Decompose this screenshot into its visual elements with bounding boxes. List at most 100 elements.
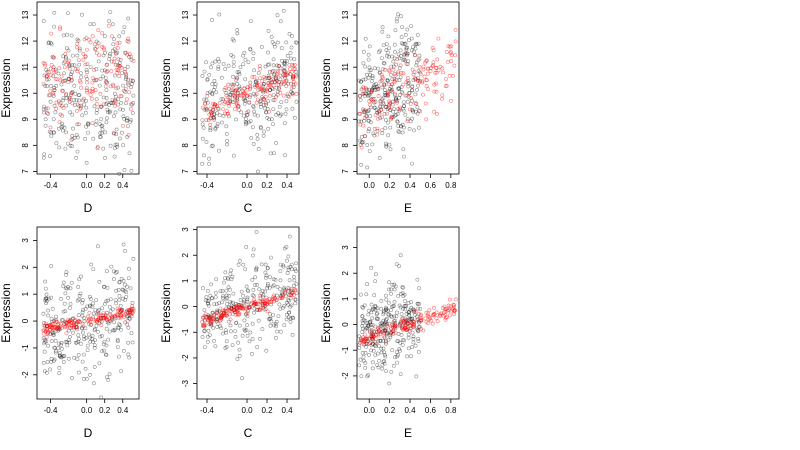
data-point [67,66,72,71]
data-point [104,120,109,125]
data-point [97,307,102,312]
data-point [64,96,69,100]
data-point [386,90,391,95]
data-point [126,340,131,345]
data-point [409,317,414,322]
data-point [59,355,64,360]
data-point [109,264,114,269]
data-point [126,266,131,271]
y-tick-label: 10 [341,88,350,97]
data-point [51,321,56,326]
data-point [289,262,294,267]
data-point [107,372,112,377]
data-point [91,311,96,316]
data-point [89,262,94,267]
data-point [85,70,89,75]
data-point [361,61,366,66]
x-tick-label: -0.4 [200,406,214,415]
data-point [42,341,46,346]
data-point [366,57,371,62]
data-point [383,319,388,324]
data-point [232,94,237,98]
data-point [41,331,46,336]
data-point [274,324,279,329]
data-point [58,78,63,83]
data-point [389,291,394,296]
data-point [373,324,378,329]
data-point [438,312,442,317]
data-point [43,337,47,342]
data-point [60,79,65,84]
data-point [265,116,270,120]
data-point [117,312,122,317]
data-point [361,317,366,322]
data-point [57,350,62,355]
data-point [49,130,53,135]
data-point [62,354,67,359]
data-point [400,285,405,289]
data-point [68,325,72,330]
data-point [244,284,249,289]
data-point [451,307,456,311]
data-point [63,291,68,296]
y-tick-label: -2 [341,372,350,380]
data-point [53,338,58,343]
x-tick-label: 0.4 [281,406,293,415]
data-point [260,87,265,92]
data-point [407,313,412,318]
plot-frame [36,226,140,400]
data-point [129,168,134,173]
data-point [364,113,369,118]
data-point [269,319,274,324]
data-point [84,74,89,79]
x-axis-title: E [404,426,412,440]
data-point [453,53,458,58]
data-point [95,146,100,151]
data-point [383,341,388,346]
data-point [231,64,236,69]
data-point [402,320,407,325]
data-point [208,122,213,127]
data-point [287,292,292,297]
data-point [96,244,100,249]
data-point [103,76,108,81]
data-point [453,297,458,302]
data-point [259,85,264,90]
data-point [224,330,229,335]
data-point [112,327,117,332]
data-point [366,322,371,327]
data-point [419,317,424,322]
data-point [115,142,120,147]
data-point [114,52,118,56]
data-point [228,98,232,103]
data-point [453,27,458,32]
data-point [287,67,292,71]
data-point [408,307,413,312]
data-point [274,74,279,79]
data-point [379,350,384,355]
data-point [248,305,253,310]
data-point [256,71,261,75]
data-point [393,284,398,289]
data-point [129,85,134,90]
data-point [247,339,252,344]
data-point [213,125,218,130]
data-point [210,82,215,86]
data-point [62,301,67,306]
data-point [256,318,261,323]
data-point [115,325,120,330]
data-point [105,107,110,112]
data-point [376,117,380,121]
data-point [53,110,58,115]
data-point [229,329,233,334]
data-point [262,75,267,79]
data-point [110,22,115,27]
data-point [272,151,276,156]
data-point [357,119,362,124]
data-point [226,305,231,310]
data-point [243,98,248,103]
data-point [398,105,403,110]
data-point [399,41,404,46]
data-point [226,103,231,108]
data-point [407,91,412,95]
